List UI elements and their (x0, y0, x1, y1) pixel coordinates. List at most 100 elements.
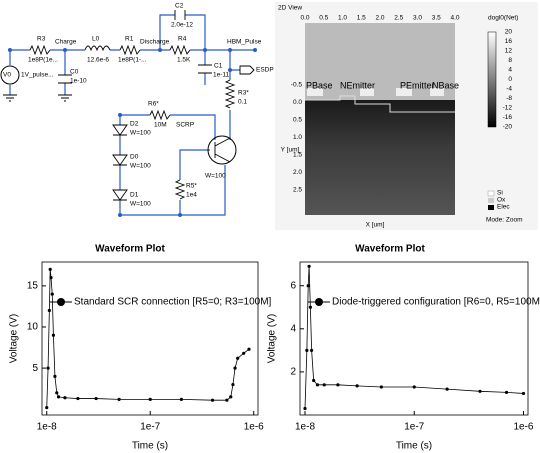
data-point (247, 347, 251, 351)
data-point (210, 398, 215, 402)
node-dots (8, 48, 257, 217)
node-label: Charge (55, 39, 77, 46)
y-tick-label: 6 (290, 280, 296, 291)
label: C2 (175, 3, 184, 10)
data-point (308, 305, 312, 309)
colorbar-tick: -4 (506, 86, 512, 93)
x-tick-label: 1.5 (357, 15, 366, 22)
label: R5* (186, 183, 197, 190)
x-tick-label: 1e-6 (244, 422, 264, 433)
label: 10M (154, 122, 167, 129)
data-point (56, 395, 61, 399)
node-label: HBM_Pulse (227, 39, 262, 46)
label: C0 (70, 69, 79, 76)
data-point (504, 390, 509, 394)
data-point (50, 292, 54, 296)
label: D0 (130, 154, 139, 161)
label: R6* (148, 101, 159, 108)
transistor (207, 135, 237, 165)
colorbar (487, 31, 497, 128)
label: 2.0e-12 (171, 22, 193, 29)
label: W=100 (205, 173, 226, 180)
data-point (355, 384, 359, 388)
chart-title: Waveform Plot (355, 244, 425, 255)
label: D1 (130, 192, 139, 199)
data-point (47, 308, 51, 313)
colorbar-tick: -16 (503, 114, 513, 121)
y-tick-label: 5 (32, 363, 38, 374)
legend-marker (315, 298, 323, 306)
x-label: X [um] (366, 222, 385, 229)
x-tick-label: 2.5 (394, 15, 403, 22)
label: 0.1 (238, 99, 247, 106)
y-label: Voltage (V) (9, 314, 20, 363)
plot-frame (41, 261, 259, 416)
device-ticks: 0.0 0.5 1.0 1.5 2.0 2.5 3.0 3.5 4.0 -0.5 0.0 0.5 1.0… (291, 15, 513, 194)
data-point (305, 348, 309, 352)
legend-label: Standard SCR connection [R5=0; R3=100M] (74, 297, 272, 308)
colorbar-title: dogl0(Net) (488, 15, 518, 22)
legend-label: Diode-triggered configuration [R6=0, R5=… (332, 297, 540, 308)
swatch (488, 198, 494, 203)
data-point (336, 383, 340, 387)
wires (9, 14, 255, 216)
x-tick-label: 1e-7 (140, 422, 160, 433)
y-tick-label: 10 (27, 322, 39, 333)
label: R1 (125, 36, 134, 43)
data-point (303, 406, 307, 411)
legend-label: Ox (497, 197, 506, 204)
x-tick-label: 1.0 (338, 15, 347, 22)
region-label: PEmitter (400, 80, 435, 90)
label: 1e4 (186, 192, 197, 199)
silicon (305, 100, 455, 215)
colorbar-tick: 16 (505, 38, 513, 45)
label: SCRP (176, 122, 194, 129)
label: R3 (37, 36, 46, 43)
data-point (379, 385, 383, 389)
data-point (310, 348, 314, 352)
chart-title: Waveform Plot (95, 244, 165, 255)
x-tick-label: 0.0 (300, 15, 309, 22)
data-point (242, 351, 246, 355)
device-view: 2D View PBase NEmitter PEmitter NBase X … (275, 2, 538, 230)
data-point (48, 267, 52, 272)
label: 1.5K (177, 57, 191, 64)
data-point (179, 397, 183, 401)
data-point (76, 396, 80, 401)
swatch (487, 190, 495, 197)
title: 2D View (278, 5, 302, 12)
colorbar-tick: 4 (508, 67, 512, 74)
label: 1e-11 (213, 72, 230, 79)
label: 1e-10 (70, 78, 87, 85)
colorbar-tick: 12 (505, 48, 513, 55)
data-point (521, 391, 526, 396)
label: 12.6e-6 (87, 57, 109, 64)
colorbar-tick: 8 (508, 57, 512, 64)
y-tick-label: 2 (290, 367, 296, 378)
x-tick-label: 1e-7 (404, 422, 424, 433)
node-label: Discharge (140, 39, 170, 46)
x-tick-label: 3.0 (413, 15, 422, 22)
x-tick-label: 0.5 (319, 15, 328, 22)
y-tick-label: -0.5 (291, 82, 303, 89)
data-point (315, 383, 320, 387)
label: L0 (92, 36, 100, 43)
x-label: Time (s) (132, 441, 168, 452)
data-point (63, 396, 67, 400)
junction (305, 95, 455, 113)
region-label: NBase (432, 80, 459, 90)
y-tick-label: 1.0 (293, 134, 302, 141)
label: C1 (214, 63, 223, 70)
colorbar-tick: -12 (503, 105, 513, 112)
x-tick-label: 3.5 (432, 15, 441, 22)
data-point (229, 395, 233, 399)
region-label: PBase (306, 80, 333, 90)
data-point (322, 383, 326, 387)
data-point (94, 396, 98, 401)
x-tick-label: 1e-8 (37, 422, 57, 433)
x-tick-label: 1e-8 (295, 422, 315, 433)
colorbar-tick: 20 (505, 29, 513, 36)
label: 1e8P(1e... (28, 57, 58, 64)
data-point (55, 391, 59, 395)
legend-label: Elec (497, 204, 510, 211)
